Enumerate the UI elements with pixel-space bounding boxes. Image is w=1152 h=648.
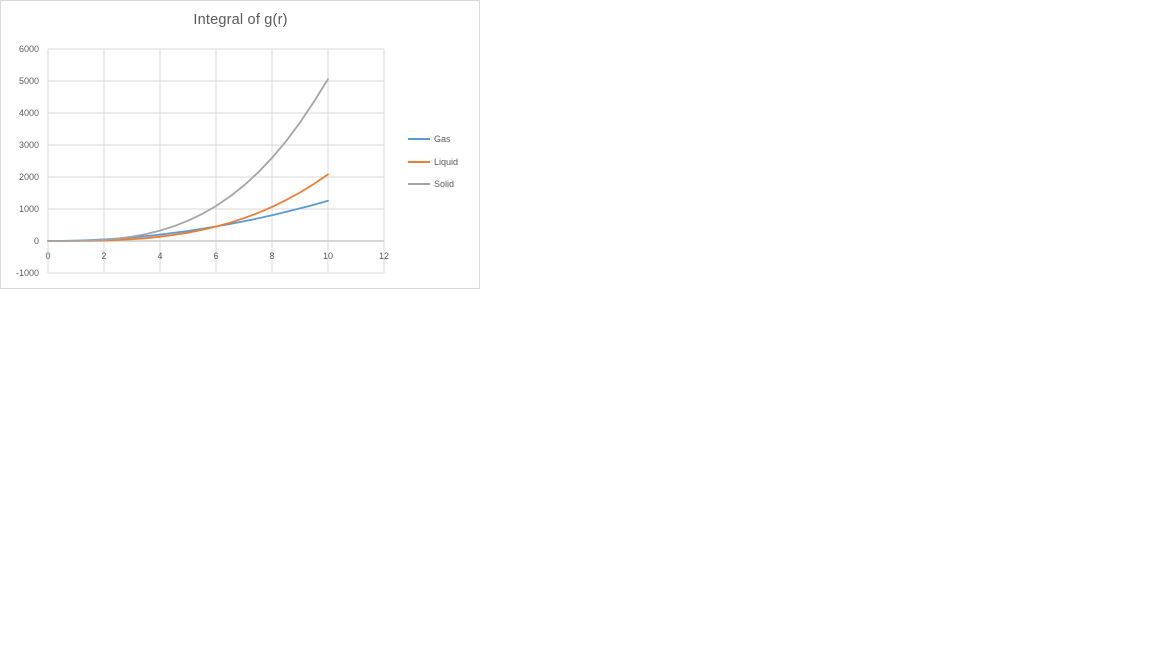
y-axis-tick-label: 2000 xyxy=(18,172,39,182)
legend-label: Solid xyxy=(434,179,455,189)
y-axis-tick-label: 5000 xyxy=(18,76,39,86)
legend-line-swatch xyxy=(408,183,430,185)
y-axis-tick-label: 6000 xyxy=(18,44,39,54)
legend-item-gas[interactable]: Gas xyxy=(408,134,458,144)
legend-label: Gas xyxy=(434,134,451,144)
plot-area xyxy=(47,48,385,274)
y-axis-tick-label: 1000 xyxy=(18,204,39,214)
chart-object[interactable]: Integral of g(r) -1000 0 1000 2000 3000 4000 5… xyxy=(0,0,480,289)
x-axis-tick-label: 6 xyxy=(213,251,219,261)
x-axis-tick-label: 10 xyxy=(322,251,333,261)
y-axis-tick-label: -1000 xyxy=(15,268,39,278)
x-axis-tick-label: 8 xyxy=(269,251,275,261)
series-line-solid[interactable] xyxy=(47,78,329,242)
legend-item-solid[interactable]: Solid xyxy=(408,179,458,189)
chart-legend: Gas Liquid Solid xyxy=(408,134,458,202)
legend-item-liquid[interactable]: Liquid xyxy=(408,157,458,167)
y-axis-tick-label: 4000 xyxy=(18,108,39,118)
y-axis-tick-label: 0 xyxy=(33,236,39,246)
legend-line-swatch xyxy=(408,160,430,163)
x-axis-tick-label: 2 xyxy=(101,251,107,261)
x-axis-tick-label: 0 xyxy=(45,251,51,261)
chart-title: Integral of g(r) xyxy=(193,12,288,28)
x-axis-tick-label: 4 xyxy=(157,251,163,261)
legend-line-swatch xyxy=(408,138,430,140)
legend-label: Liquid xyxy=(434,156,459,167)
x-axis-tick-label: 12 xyxy=(378,251,389,261)
y-axis-tick-label: 3000 xyxy=(18,140,39,150)
